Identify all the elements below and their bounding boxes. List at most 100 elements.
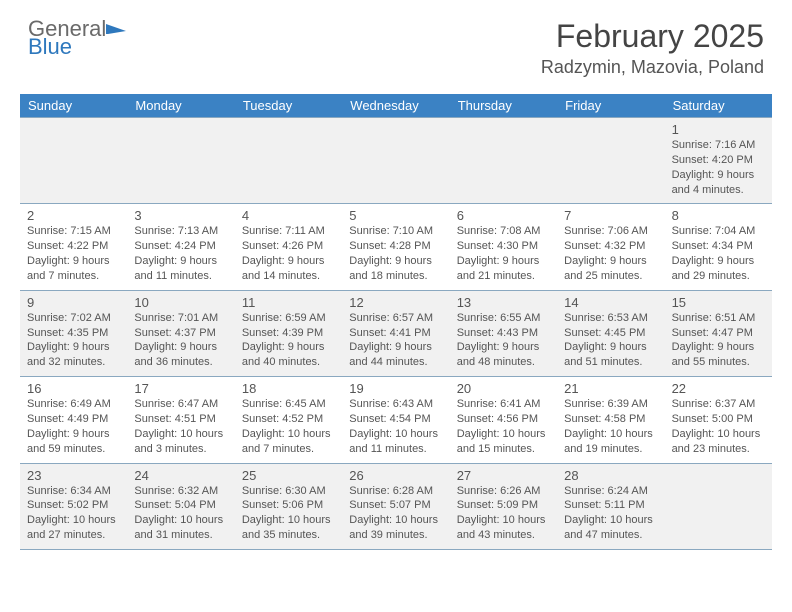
day-cell: [127, 118, 234, 203]
day-number: 16: [27, 381, 120, 396]
day-cell: 11Sunrise: 6:59 AMSunset: 4:39 PMDayligh…: [235, 291, 342, 376]
day-number: 8: [672, 208, 765, 223]
day-cell: 4Sunrise: 7:11 AMSunset: 4:26 PMDaylight…: [235, 204, 342, 289]
day-cell: 13Sunrise: 6:55 AMSunset: 4:43 PMDayligh…: [450, 291, 557, 376]
day-cell: [342, 118, 449, 203]
day-sunrise: Sunrise: 6:51 AM: [672, 311, 765, 326]
day-number: 20: [457, 381, 550, 396]
day-sunset: Sunset: 4:56 PM: [457, 412, 550, 427]
day-sunset: Sunset: 4:34 PM: [672, 239, 765, 254]
day-sunset: Sunset: 4:20 PM: [672, 153, 765, 168]
day-cell: 10Sunrise: 7:01 AMSunset: 4:37 PMDayligh…: [127, 291, 234, 376]
day-number: 4: [242, 208, 335, 223]
day-daylight: Daylight: 10 hours and 31 minutes.: [134, 513, 227, 543]
day-cell: [20, 118, 127, 203]
day-number: 1: [672, 122, 765, 137]
day-cell: 18Sunrise: 6:45 AMSunset: 4:52 PMDayligh…: [235, 377, 342, 462]
day-daylight: Daylight: 10 hours and 27 minutes.: [27, 513, 120, 543]
day-sunrise: Sunrise: 6:32 AM: [134, 484, 227, 499]
day-cell: 14Sunrise: 6:53 AMSunset: 4:45 PMDayligh…: [557, 291, 664, 376]
day-sunrise: Sunrise: 6:49 AM: [27, 397, 120, 412]
day-sunrise: Sunrise: 6:39 AM: [564, 397, 657, 412]
day-cell: [450, 118, 557, 203]
day-cell: 16Sunrise: 6:49 AMSunset: 4:49 PMDayligh…: [20, 377, 127, 462]
day-sunrise: Sunrise: 7:16 AM: [672, 138, 765, 153]
day-sunrise: Sunrise: 6:24 AM: [564, 484, 657, 499]
day-sunrise: Sunrise: 6:26 AM: [457, 484, 550, 499]
day-cell: 9Sunrise: 7:02 AMSunset: 4:35 PMDaylight…: [20, 291, 127, 376]
day-sunset: Sunset: 4:41 PM: [349, 326, 442, 341]
weekday-header: Thursday: [450, 94, 557, 117]
weekday-header: Saturday: [665, 94, 772, 117]
day-sunrise: Sunrise: 7:02 AM: [27, 311, 120, 326]
day-daylight: Daylight: 9 hours and 11 minutes.: [134, 254, 227, 284]
day-sunset: Sunset: 4:39 PM: [242, 326, 335, 341]
weekday-header: Tuesday: [235, 94, 342, 117]
day-sunset: Sunset: 4:52 PM: [242, 412, 335, 427]
day-cell: 22Sunrise: 6:37 AMSunset: 5:00 PMDayligh…: [665, 377, 772, 462]
day-cell: 19Sunrise: 6:43 AMSunset: 4:54 PMDayligh…: [342, 377, 449, 462]
day-daylight: Daylight: 9 hours and 32 minutes.: [27, 340, 120, 370]
day-daylight: Daylight: 10 hours and 11 minutes.: [349, 427, 442, 457]
day-number: 24: [134, 468, 227, 483]
day-daylight: Daylight: 9 hours and 48 minutes.: [457, 340, 550, 370]
day-sunset: Sunset: 4:35 PM: [27, 326, 120, 341]
day-number: 15: [672, 295, 765, 310]
day-number: 13: [457, 295, 550, 310]
weekday-header: Sunday: [20, 94, 127, 117]
day-number: 7: [564, 208, 657, 223]
week-row: 9Sunrise: 7:02 AMSunset: 4:35 PMDaylight…: [20, 290, 772, 376]
calendar-weeks: 1Sunrise: 7:16 AMSunset: 4:20 PM Daylight…: [20, 117, 772, 549]
day-number: 19: [349, 381, 442, 396]
page-header: General Blue February 2025 Radzymin, Maz…: [0, 0, 792, 86]
day-sunrise: Sunrise: 6:28 AM: [349, 484, 442, 499]
day-sunrise: Sunrise: 6:30 AM: [242, 484, 335, 499]
day-sunrise: Sunrise: 6:57 AM: [349, 311, 442, 326]
brand-text-2: Blue: [28, 34, 72, 59]
day-cell: 17Sunrise: 6:47 AMSunset: 4:51 PMDayligh…: [127, 377, 234, 462]
day-daylight: Daylight: 10 hours and 7 minutes.: [242, 427, 335, 457]
day-daylight: Daylight: 9 hours and 36 minutes.: [134, 340, 227, 370]
day-sunrise: Sunrise: 7:04 AM: [672, 224, 765, 239]
day-cell: 15Sunrise: 6:51 AMSunset: 4:47 PMDayligh…: [665, 291, 772, 376]
day-daylight: Daylight: 10 hours and 35 minutes.: [242, 513, 335, 543]
day-daylight: Daylight: 10 hours and 43 minutes.: [457, 513, 550, 543]
day-sunset: Sunset: 4:32 PM: [564, 239, 657, 254]
day-daylight: Daylight: 10 hours and 3 minutes.: [134, 427, 227, 457]
week-row: 1Sunrise: 7:16 AMSunset: 4:20 PMDaylight…: [20, 117, 772, 203]
day-sunrise: Sunrise: 6:37 AM: [672, 397, 765, 412]
day-daylight: Daylight: 9 hours and 18 minutes.: [349, 254, 442, 284]
day-sunset: Sunset: 4:47 PM: [672, 326, 765, 341]
week-row: 16Sunrise: 6:49 AMSunset: 4:49 PMDayligh…: [20, 376, 772, 462]
day-number: 25: [242, 468, 335, 483]
day-sunset: Sunset: 4:22 PM: [27, 239, 120, 254]
day-cell: 21Sunrise: 6:39 AMSunset: 4:58 PMDayligh…: [557, 377, 664, 462]
day-daylight: Daylight: 10 hours and 23 minutes.: [672, 427, 765, 457]
day-sunrise: Sunrise: 7:11 AM: [242, 224, 335, 239]
day-cell: [665, 464, 772, 549]
day-cell: [557, 118, 664, 203]
month-title: February 2025: [541, 18, 764, 55]
day-sunset: Sunset: 4:51 PM: [134, 412, 227, 427]
day-sunset: Sunset: 4:26 PM: [242, 239, 335, 254]
day-daylight: Daylight: 10 hours and 47 minutes.: [564, 513, 657, 543]
day-daylight: Daylight: 9 hours and 14 minutes.: [242, 254, 335, 284]
calendar: SundayMondayTuesdayWednesdayThursdayFrid…: [20, 94, 772, 549]
weekday-header: Friday: [557, 94, 664, 117]
day-daylight: Daylight: 9 hours and 44 minutes.: [349, 340, 442, 370]
day-sunrise: Sunrise: 7:10 AM: [349, 224, 442, 239]
weekday-header: Monday: [127, 94, 234, 117]
day-sunrise: Sunrise: 6:59 AM: [242, 311, 335, 326]
day-number: 18: [242, 381, 335, 396]
day-number: 23: [27, 468, 120, 483]
day-sunset: Sunset: 4:28 PM: [349, 239, 442, 254]
day-sunset: Sunset: 4:45 PM: [564, 326, 657, 341]
location-text: Radzymin, Mazovia, Poland: [541, 57, 764, 78]
day-sunrise: Sunrise: 6:41 AM: [457, 397, 550, 412]
day-cell: 23Sunrise: 6:34 AMSunset: 5:02 PMDayligh…: [20, 464, 127, 549]
day-sunset: Sunset: 4:24 PM: [134, 239, 227, 254]
day-sunset: Sunset: 5:04 PM: [134, 498, 227, 513]
day-sunrise: Sunrise: 6:53 AM: [564, 311, 657, 326]
day-daylight: Daylight: 9 hours and 40 minutes.: [242, 340, 335, 370]
day-daylight: Daylight: 10 hours and 39 minutes.: [349, 513, 442, 543]
